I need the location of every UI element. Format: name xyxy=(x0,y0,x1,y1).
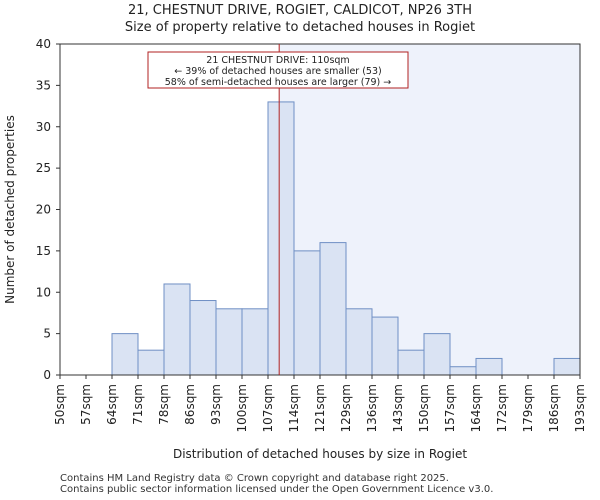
y-axis-label: Number of detached properties xyxy=(3,115,17,304)
footer-copyright: Contains HM Land Registry data © Crown c… xyxy=(60,473,449,484)
histogram-bar xyxy=(449,366,477,376)
histogram-bar xyxy=(319,242,347,376)
annotation-line-1: 21 CHESTNUT DRIVE: 110sqm xyxy=(206,55,349,66)
y-tick-label: 0 xyxy=(43,368,51,382)
annotation-box xyxy=(147,51,409,89)
histogram-bar xyxy=(267,101,295,376)
x-tick-label: 172sqm xyxy=(495,384,509,432)
chart-subtitle: Size of property relative to detached ho… xyxy=(124,20,476,35)
y-tick-label: 15 xyxy=(36,244,51,258)
y-tick-label: 40 xyxy=(36,37,51,51)
x-tick-label: 78sqm xyxy=(157,384,171,425)
x-tick-label: 157sqm xyxy=(443,384,457,432)
x-tick-label: 164sqm xyxy=(469,384,483,432)
y-tick-label: 5 xyxy=(43,327,51,341)
x-tick-label: 129sqm xyxy=(339,384,353,432)
annotation-line-3: 58% of semi-detached houses are larger (… xyxy=(165,77,392,88)
x-tick-label: 193sqm xyxy=(573,384,587,432)
x-tick-label: 107sqm xyxy=(261,384,275,432)
x-tick-label: 143sqm xyxy=(391,384,405,432)
histogram-bar xyxy=(189,300,217,376)
histogram-bar xyxy=(553,357,581,376)
histogram-bar xyxy=(163,283,191,376)
x-tick-label: 121sqm xyxy=(313,384,327,432)
histogram-bar xyxy=(423,333,451,376)
histogram-bar xyxy=(137,349,165,376)
y-tick-label: 20 xyxy=(36,203,51,217)
y-tick-label: 25 xyxy=(36,161,51,175)
histogram-bar xyxy=(475,357,503,376)
histogram-bar xyxy=(215,308,243,376)
y-tick-label: 30 xyxy=(36,120,51,134)
x-tick-label: 64sqm xyxy=(105,384,119,425)
histogram-bar xyxy=(371,316,399,376)
annotation-line-2: ← 39% of detached houses are smaller (53… xyxy=(174,66,381,77)
x-tick-label: 100sqm xyxy=(235,384,249,432)
x-tick-label: 71sqm xyxy=(131,384,145,425)
x-tick-label: 50sqm xyxy=(53,384,67,425)
histogram-bar xyxy=(397,349,425,376)
x-tick-label: 57sqm xyxy=(79,384,93,425)
x-tick-label: 136sqm xyxy=(365,384,379,432)
x-tick-label: 150sqm xyxy=(417,384,431,432)
y-tick-label: 10 xyxy=(36,285,51,299)
histogram-bar xyxy=(241,308,269,376)
x-tick-label: 179sqm xyxy=(521,384,535,432)
x-tick-label: 186sqm xyxy=(547,384,561,432)
y-tick-label: 35 xyxy=(36,78,51,92)
histogram-bar xyxy=(293,250,321,376)
x-tick-label: 114sqm xyxy=(287,384,301,432)
x-tick-label: 93sqm xyxy=(209,384,223,425)
histogram-bar xyxy=(345,308,373,376)
chart-title: 21, CHESTNUT DRIVE, ROGIET, CALDICOT, NP… xyxy=(127,3,473,18)
histogram-bar xyxy=(111,333,139,376)
x-axis-label: Distribution of detached houses by size … xyxy=(173,447,467,461)
x-tick-label: 86sqm xyxy=(183,384,197,425)
footer-licence: Contains public sector information licen… xyxy=(60,484,494,495)
